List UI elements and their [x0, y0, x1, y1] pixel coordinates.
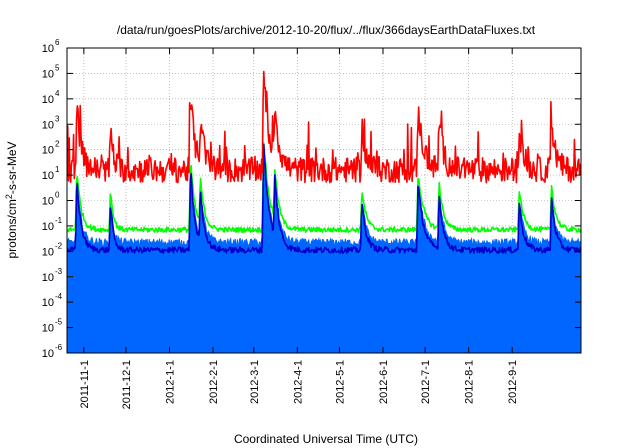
y-axis-ticks: 10-610-510-410-310-210-11001011021031041…: [42, 38, 581, 360]
x-axis-label: Coordinated Universal Time (UTC): [234, 432, 418, 446]
y-tick-exponent: -4: [55, 292, 63, 301]
x-tick-label: 2011-12-1: [121, 360, 133, 409]
x-tick-label: 2011-11-1: [79, 360, 91, 409]
series-line: [67, 70, 581, 184]
y-tick-exponent: -3: [55, 267, 63, 276]
x-tick-label: 2012-1-1: [165, 360, 177, 404]
y-tick-exponent: 2: [55, 140, 60, 149]
y-tick-exponent: 4: [55, 89, 60, 98]
y-tick-label: 10: [42, 348, 54, 360]
y-tick-label: 10: [42, 68, 54, 80]
x-tick-label: 2012-8-1: [464, 360, 476, 404]
x-tick-label: 2012-7-1: [420, 360, 432, 404]
y-axis-label-sup: 2: [4, 194, 14, 199]
series-line: [67, 142, 581, 234]
y-tick-label: 10: [42, 145, 54, 157]
y-tick-exponent: 5: [55, 63, 60, 72]
y-tick-label: 10: [42, 43, 54, 55]
x-tick-label: 2012-5-1: [334, 360, 346, 404]
chart-title: /data/run/goesPlots/archive/2012-10-20/f…: [117, 23, 536, 37]
x-axis-ticks: 2011-11-1 2011-12-1 2012-1-1 2012-2-1 2012-3…: [79, 48, 519, 409]
series-line: [67, 143, 581, 254]
y-tick-exponent: -5: [55, 318, 63, 327]
series-layer: [67, 70, 581, 353]
y-tick-exponent: -2: [55, 241, 63, 250]
x-tick-label: 2012-3-1: [249, 360, 261, 404]
y-tick-exponent: 6: [55, 38, 60, 47]
y-axis-label: protons/cm2-s-sr-MeV: [4, 141, 19, 258]
y-tick-label: 10: [42, 170, 54, 182]
y-tick-label: 10: [42, 272, 54, 284]
y-tick-exponent: 1: [55, 165, 60, 174]
x-tick-label: 2012-6-1: [378, 360, 390, 404]
y-tick-exponent: 0: [55, 191, 60, 200]
x-tick-label: 2012-2-1: [208, 360, 220, 404]
y-axis-label-suffix: -s-sr-MeV: [5, 141, 19, 194]
y-tick-exponent: 3: [55, 114, 60, 123]
y-tick-label: 10: [42, 297, 54, 309]
y-axis-label-prefix: protons/cm: [5, 199, 19, 258]
y-tick-label: 10: [42, 221, 54, 233]
y-tick-exponent: -1: [55, 216, 63, 225]
y-tick-label: 10: [42, 323, 54, 335]
x-tick-label: 2012-9-1: [507, 360, 519, 404]
y-tick-label: 10: [42, 246, 54, 258]
y-tick-label: 10: [42, 94, 54, 106]
y-tick-label: 10: [42, 119, 54, 131]
y-tick-exponent: -6: [55, 343, 63, 352]
y-tick-label: 10: [42, 196, 54, 208]
x-tick-label: 2012-4-1: [292, 360, 304, 404]
